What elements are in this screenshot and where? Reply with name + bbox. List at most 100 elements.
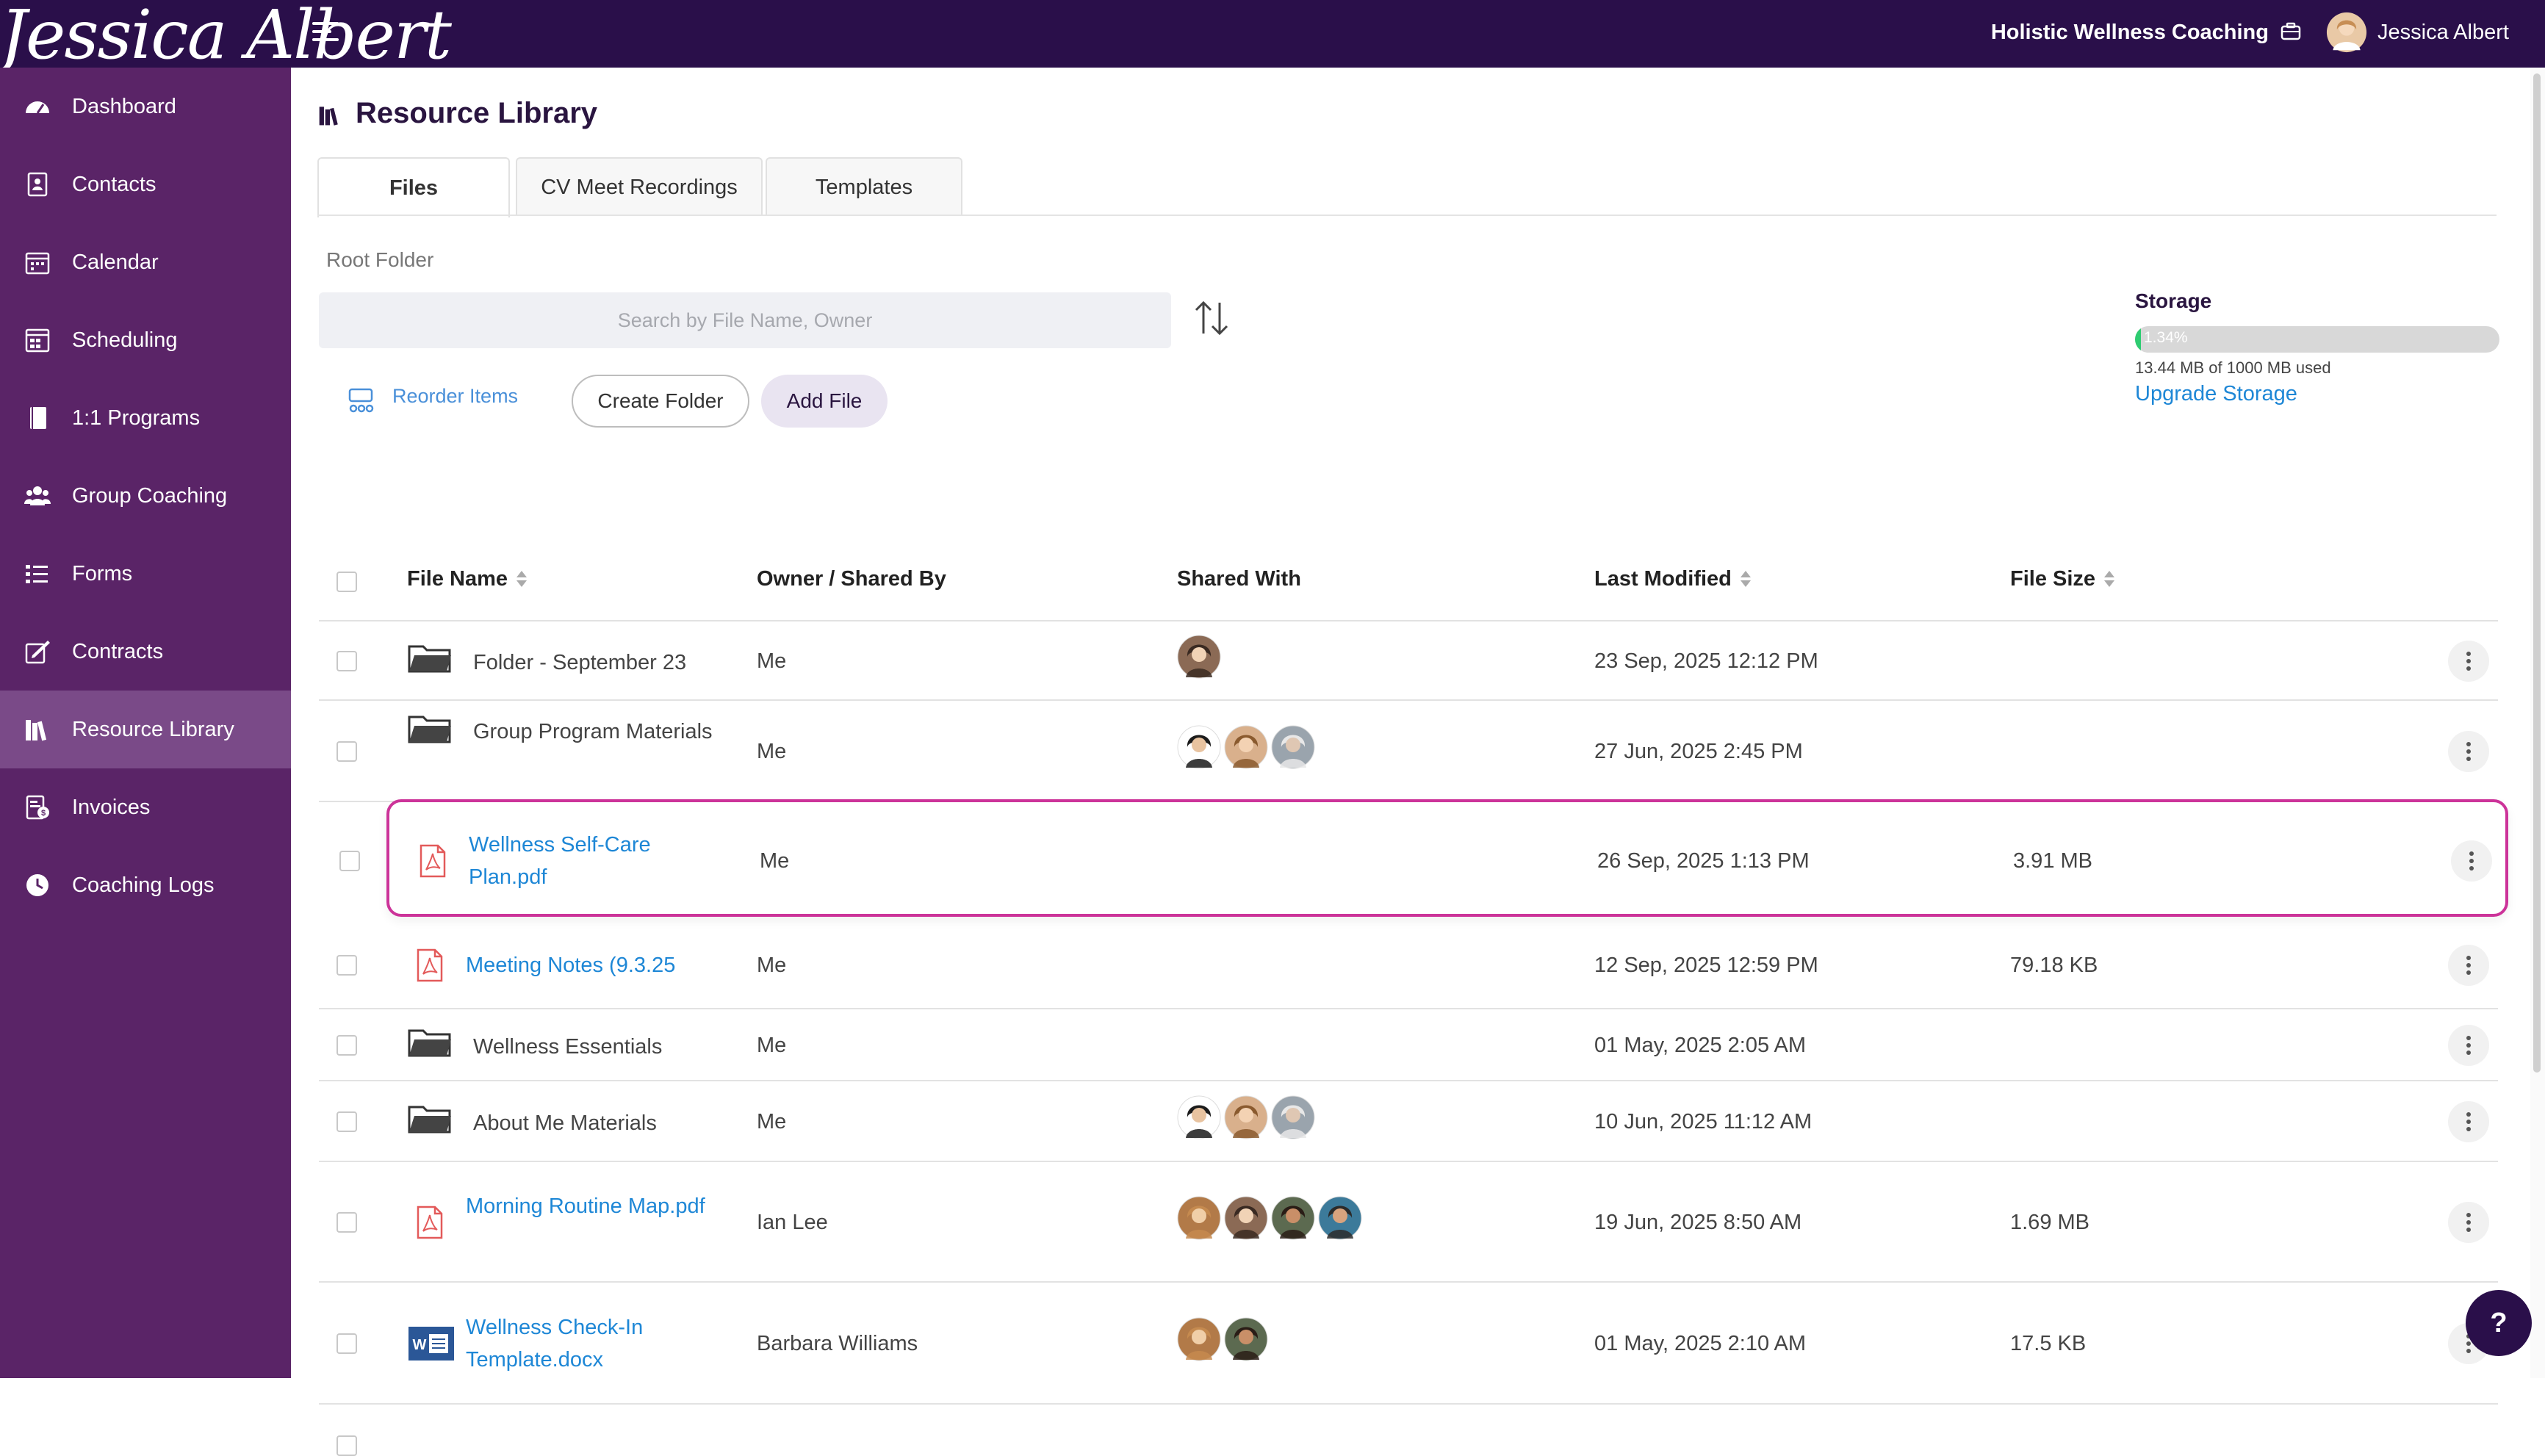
avatar[interactable] — [1224, 1317, 1268, 1361]
row-actions-icon[interactable] — [2448, 731, 2489, 772]
avatar[interactable] — [1177, 1317, 1221, 1361]
tab-templates[interactable]: Templates — [766, 157, 962, 216]
reorder-items-button[interactable]: Reorder Items — [392, 385, 519, 407]
owner: Me — [757, 649, 787, 673]
tab-files[interactable]: Files — [317, 157, 510, 217]
table-row[interactable]: Folder - September 23 Me 23 Sep, 2025 12:1… — [319, 621, 2498, 701]
file-name[interactable]: Group Program Materials — [473, 720, 713, 743]
file-link[interactable]: Meeting Notes (9.3.25 — [466, 954, 676, 977]
briefcase-icon[interactable] — [2281, 22, 2301, 41]
table-row[interactable]: Meeting Notes (9.3.25 Me 12 Sep, 2025 12:5… — [319, 921, 2498, 1009]
avatar[interactable] — [1224, 1196, 1268, 1240]
sidebar-item-dashboard[interactable]: Dashboard — [0, 68, 291, 145]
row-checkbox[interactable] — [336, 1435, 357, 1456]
brand-logo[interactable]: Jessica Albert — [0, 0, 452, 74]
reorder-icon[interactable] — [347, 385, 376, 414]
sidebar-item-scheduling[interactable]: Scheduling — [0, 301, 291, 379]
row-actions-icon[interactable] — [2448, 641, 2489, 682]
last-modified: 01 May, 2025 2:05 AM — [1594, 1034, 1807, 1057]
sidebar-item-1-1-programs[interactable]: 1:1 Programs — [0, 379, 291, 457]
tab-cv-meet-recordings[interactable]: CV Meet Recordings — [516, 157, 763, 216]
table-row[interactable]: W Wellness Check-In Template.docx Barbara … — [319, 1283, 2498, 1405]
scrollbar-thumb[interactable] — [2533, 73, 2541, 1073]
file-size: 79.18 KB — [2010, 954, 2098, 977]
avatar — [2326, 12, 2367, 53]
search-input[interactable] — [319, 292, 1171, 348]
row-actions-icon[interactable] — [2451, 840, 2492, 882]
user-menu[interactable]: Jessica Albert — [2326, 10, 2509, 54]
scheduling-icon — [25, 328, 50, 353]
avatar[interactable] — [1177, 1095, 1221, 1139]
sort-caret-icon[interactable] — [2104, 569, 2115, 590]
avatar[interactable] — [1318, 1196, 1362, 1240]
file-name[interactable]: Folder - September 23 — [473, 651, 687, 674]
table-row[interactable]: Group Program Materials Me 27 Jun, 2025 2:… — [319, 701, 2498, 802]
row-checkbox[interactable] — [336, 741, 357, 762]
add-file-button[interactable]: Add File — [761, 375, 888, 428]
last-modified: 27 Jun, 2025 2:45 PM — [1594, 740, 1803, 763]
upgrade-storage-link[interactable]: Upgrade Storage — [2135, 382, 2297, 406]
sidebar-item-contracts[interactable]: Contracts — [0, 613, 291, 691]
sidebar-item-forms[interactable]: Forms — [0, 535, 291, 613]
owner: Me — [757, 740, 787, 763]
row-checkbox[interactable] — [339, 851, 360, 871]
table-row[interactable]: Morning Routine Map.pdf Ian Lee 19 Jun, 20… — [319, 1162, 2498, 1283]
table-row[interactable]: Wellness Essentials Me 01 May, 2025 2:05 A… — [319, 1009, 2498, 1081]
table-row[interactable]: Wellness Self-Care Plan.pdf Me 26 Sep, 202… — [339, 799, 2508, 917]
sidebar-item-group-coaching[interactable]: Group Coaching — [0, 457, 291, 535]
invoice-icon: $ — [26, 795, 49, 820]
business-name[interactable]: Holistic Wellness Coaching — [1990, 21, 2269, 44]
row-checkbox[interactable] — [336, 955, 357, 976]
clock-icon — [26, 874, 48, 896]
file-name[interactable]: Wellness Essentials — [473, 1035, 663, 1059]
sidebar-item-label: 1:1 Programs — [72, 406, 201, 430]
sort-caret-icon[interactable] — [1740, 569, 1751, 590]
scrollbar[interactable] — [2530, 68, 2545, 1378]
file-link[interactable]: Morning Routine Map.pdf — [466, 1194, 705, 1218]
avatar[interactable] — [1224, 725, 1268, 769]
row-checkbox[interactable] — [336, 1035, 357, 1056]
file-link[interactable]: Wellness Self-Care Plan.pdf — [469, 833, 651, 889]
pdf-file-icon — [417, 948, 443, 982]
row-actions-icon[interactable] — [2448, 1025, 2489, 1066]
create-folder-button[interactable]: Create Folder — [572, 375, 749, 428]
column-header-file-name[interactable]: File Name — [407, 567, 527, 591]
sidebar-item-calendar[interactable]: Calendar — [0, 223, 291, 301]
sidebar-item-coaching-logs[interactable]: Coaching Logs — [0, 846, 291, 924]
row-actions-icon[interactable] — [2448, 1202, 2489, 1243]
sidebar-item-invoices[interactable]: $ Invoices — [0, 768, 291, 846]
avatar[interactable] — [1271, 1095, 1315, 1139]
book-icon — [30, 407, 46, 429]
avatar[interactable] — [1224, 1095, 1268, 1139]
menu-toggle-icon[interactable] — [312, 22, 339, 46]
last-modified: 01 May, 2025 2:10 AM — [1594, 1332, 1807, 1355]
file-size: 3.91 MB — [2013, 849, 2092, 873]
sort-icon[interactable] — [1193, 298, 1230, 338]
sidebar-item-resource-library[interactable]: Resource Library — [0, 691, 291, 768]
avatar[interactable] — [1177, 635, 1221, 679]
help-button[interactable]: ? — [2466, 1290, 2532, 1356]
word-doc-icon: W — [408, 1327, 454, 1361]
breadcrumb[interactable]: Root Folder — [326, 248, 434, 271]
row-checkbox[interactable] — [336, 1111, 357, 1132]
avatar[interactable] — [1177, 1196, 1221, 1240]
row-checkbox[interactable] — [336, 1333, 357, 1354]
tab-divider — [317, 215, 2497, 216]
table-row[interactable] — [319, 1406, 2498, 1456]
file-name[interactable]: About Me Materials — [473, 1111, 657, 1135]
row-checkbox[interactable] — [336, 1212, 357, 1233]
row-actions-icon[interactable] — [2448, 945, 2489, 986]
sort-caret-icon[interactable] — [516, 569, 527, 590]
row-actions-icon[interactable] — [2448, 1101, 2489, 1142]
table-row[interactable]: About Me Materials Me 10 Jun, 2025 11:12 A… — [319, 1081, 2498, 1162]
row-checkbox[interactable] — [336, 651, 357, 671]
column-header-last-modified[interactable]: Last Modified — [1594, 567, 1751, 591]
storage-progress-bar — [2135, 326, 2499, 353]
avatar[interactable] — [1271, 1196, 1315, 1240]
avatar[interactable] — [1271, 725, 1315, 769]
file-link[interactable]: Wellness Check-In Template.docx — [466, 1316, 644, 1372]
column-header-file-size[interactable]: File Size — [2010, 567, 2115, 591]
sidebar-item-contacts[interactable]: Contacts — [0, 145, 291, 223]
select-all-checkbox[interactable] — [336, 572, 357, 592]
avatar[interactable] — [1177, 725, 1221, 769]
